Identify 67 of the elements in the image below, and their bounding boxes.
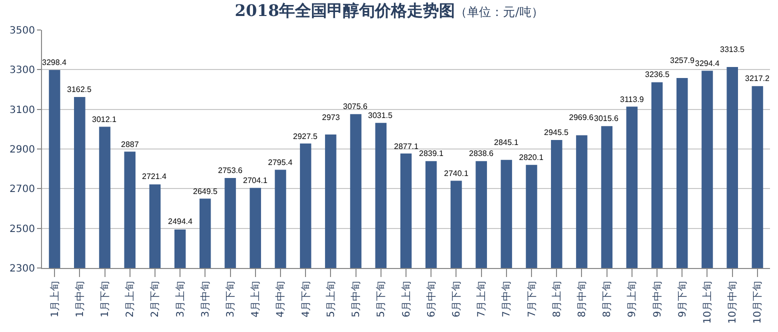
data-label: 2494.4 bbox=[168, 217, 194, 226]
x-tick-label: 9月下旬 bbox=[676, 281, 688, 318]
data-label: 2887 bbox=[121, 140, 140, 149]
x-tick-label: 4月中旬 bbox=[274, 281, 287, 318]
data-label: 3217.2 bbox=[745, 74, 770, 83]
data-label: 2877.1 bbox=[394, 142, 420, 151]
data-label: 3031.5 bbox=[368, 111, 394, 120]
data-label: 3012.1 bbox=[92, 115, 118, 124]
data-label: 2973 bbox=[322, 113, 340, 122]
x-tick-label: 3月上旬 bbox=[174, 281, 186, 318]
data-label: 2721.4 bbox=[142, 172, 168, 181]
data-label: 2740.1 bbox=[444, 169, 470, 178]
x-tick-label: 5月上旬 bbox=[324, 281, 337, 318]
y-tick-label: 3100 bbox=[10, 104, 35, 116]
x-tick-label: 9月中旬 bbox=[651, 281, 664, 318]
x-tick-label: 7月下旬 bbox=[526, 281, 538, 318]
chart-subtitle: （单位：元/吨） bbox=[455, 5, 544, 20]
x-tick-label: 3月下旬 bbox=[224, 281, 237, 318]
x-tick-label: 5月下旬 bbox=[375, 281, 388, 318]
data-label: 2795.4 bbox=[268, 158, 294, 167]
x-tick-label: 10月中旬 bbox=[726, 281, 739, 324]
data-label: 2839.1 bbox=[419, 149, 444, 158]
x-tick-label: 4月上旬 bbox=[250, 281, 262, 318]
data-label: 3162.5 bbox=[67, 85, 92, 94]
data-label: 3298.4 bbox=[42, 58, 68, 67]
x-tick-label: 8月中旬 bbox=[576, 281, 588, 318]
x-tick-label: 7月上旬 bbox=[476, 281, 488, 318]
x-tick-label: 6月中旬 bbox=[425, 281, 438, 318]
y-tick-label: 3500 bbox=[10, 26, 35, 36]
y-tick-label: 2900 bbox=[10, 144, 35, 156]
x-tick-label: 5月中旬 bbox=[350, 281, 362, 318]
data-label: 2753.6 bbox=[218, 166, 244, 175]
x-tick-label: 3月中旬 bbox=[199, 281, 212, 318]
x-tick-label: 6月下旬 bbox=[450, 281, 462, 318]
x-tick-label: 8月上旬 bbox=[550, 281, 563, 318]
data-label: 2820.1 bbox=[519, 153, 544, 162]
y-tick-label: 2300 bbox=[10, 264, 35, 274]
x-tick-label: 9月上旬 bbox=[626, 281, 638, 318]
data-label: 3294.4 bbox=[695, 59, 720, 68]
data-label: 3113.9 bbox=[620, 95, 644, 104]
data-label: 2945.5 bbox=[544, 128, 570, 137]
data-label: 3257.9 bbox=[670, 56, 696, 65]
x-tick-label: 2月下旬 bbox=[149, 281, 162, 318]
data-label: 2704.1 bbox=[243, 176, 268, 185]
data-label: 3075.6 bbox=[343, 102, 368, 111]
x-tick-label: 1月中旬 bbox=[74, 281, 86, 318]
data-label: 3015.6 bbox=[594, 114, 620, 123]
data-label: 2969.6 bbox=[569, 113, 594, 122]
x-tick-label: 10月下旬 bbox=[752, 281, 764, 324]
data-label: 2649.5 bbox=[193, 187, 218, 196]
chart-title: 2018年全国甲醇旬价格走势图 bbox=[234, 1, 456, 20]
y-tick-label: 2500 bbox=[10, 224, 35, 235]
x-tick-label: 1月上旬 bbox=[48, 281, 61, 318]
data-label: 2845.1 bbox=[494, 138, 520, 147]
y-tick-label: 3300 bbox=[10, 65, 35, 76]
data-label: 2838.6 bbox=[469, 149, 494, 158]
x-tick-label: 4月下旬 bbox=[300, 281, 312, 318]
data-label: 3236.5 bbox=[645, 70, 670, 79]
x-tick-label: 8月下旬 bbox=[601, 281, 614, 318]
data-label: 2927.5 bbox=[293, 132, 318, 141]
x-tick-label: 6月上旬 bbox=[400, 281, 412, 318]
y-tick-label: 2700 bbox=[10, 184, 35, 196]
data-label: 3313.5 bbox=[720, 45, 746, 54]
x-tick-label: 1月下旬 bbox=[99, 281, 112, 318]
x-tick-label: 7月中旬 bbox=[500, 281, 513, 318]
x-tick-label: 2月上旬 bbox=[124, 281, 136, 318]
x-tick-label: 10月上旬 bbox=[701, 281, 714, 324]
